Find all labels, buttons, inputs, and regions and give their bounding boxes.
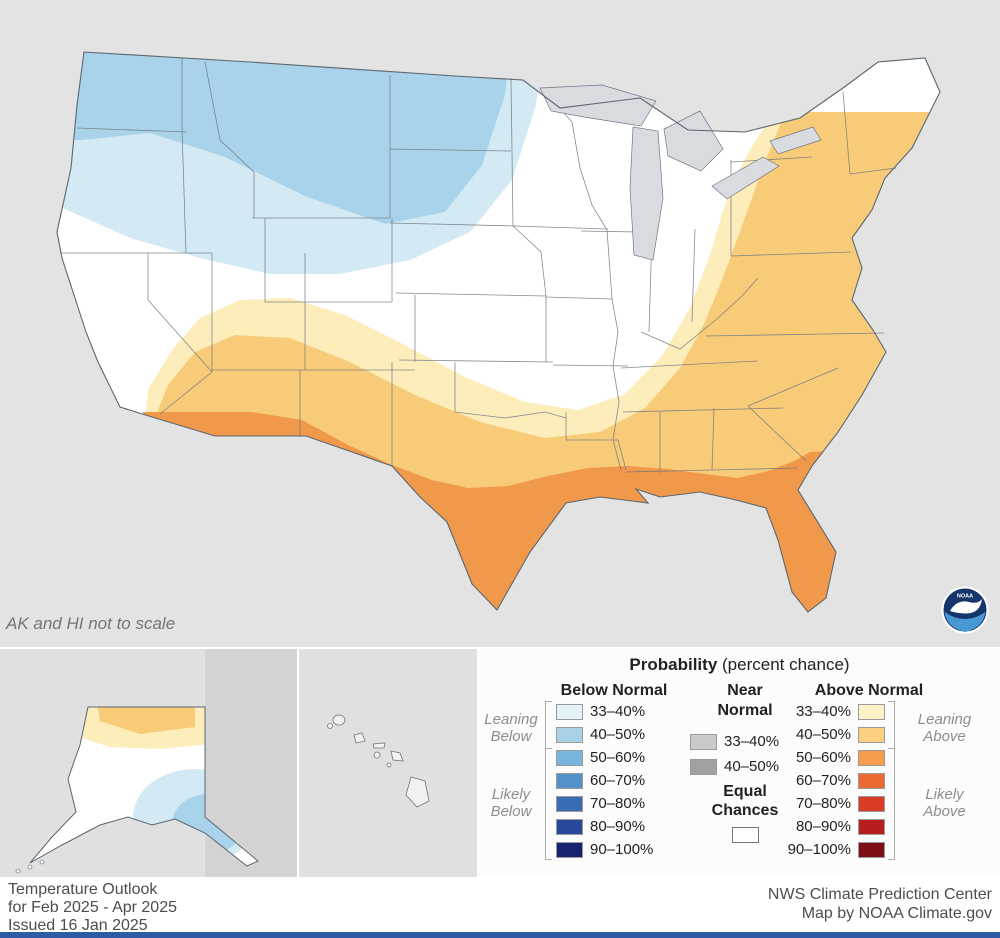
legend-label: 50–60% — [590, 749, 646, 766]
footer-left: Temperature Outlook for Feb 2025 - Apr 2… — [8, 881, 177, 935]
legend-label: 80–90% — [590, 818, 646, 835]
equal-chances-swatch — [732, 827, 759, 843]
legend-swatch — [556, 795, 583, 812]
hawaii-inset-map — [299, 649, 477, 877]
legend-swatch — [556, 749, 583, 766]
legend-title: Probability (percent chance) — [479, 655, 1000, 675]
legend-swatch — [858, 795, 885, 812]
conus-map-svg — [56, 51, 941, 613]
legend-swatch — [858, 818, 885, 835]
noaa-logo: NOAA — [941, 586, 989, 634]
legend-label: 90–100% — [590, 841, 654, 858]
hawaii-islands — [327, 714, 430, 808]
legend-label: 80–90% — [795, 818, 851, 835]
near-normal-header: Near Normal — [717, 682, 773, 719]
legend-row: 80–90% — [556, 818, 645, 835]
leaning-above-bracket — [888, 701, 895, 749]
legend-row: 50–60% — [779, 749, 885, 766]
below-normal-header: Below Normal — [560, 682, 668, 699]
legend-swatch — [556, 703, 583, 720]
legend-swatch — [858, 703, 885, 720]
noaa-logo-icon: NOAA — [941, 586, 989, 634]
leaning-below-bracket — [545, 701, 552, 749]
great-lakes — [539, 84, 822, 261]
footer-credit: Map by NOAA Climate.gov — [801, 905, 992, 922]
legend-row: 40–50% — [556, 726, 645, 743]
legend-swatch — [858, 841, 885, 858]
legend-row: 60–70% — [556, 772, 645, 789]
legend-label: 60–70% — [590, 772, 646, 789]
likely-above-bracket — [888, 748, 895, 860]
legend-panel: Probability (percent chance) Below Norma… — [479, 649, 1000, 877]
legend-row: 50–60% — [556, 749, 645, 766]
footer-source: NWS Climate Prediction Center — [767, 886, 992, 903]
legend-swatch — [556, 772, 583, 789]
legend-swatch — [858, 772, 885, 789]
leaning-above-label: Leaning Above — [917, 711, 972, 745]
leaning-below-label: Leaning Below — [484, 711, 538, 745]
legend-title-rest: (percent chance) — [717, 655, 850, 674]
legend-row: 33–40% — [779, 703, 885, 720]
legend-row: 70–80% — [779, 795, 885, 812]
bottom-accent-bar — [0, 932, 1000, 938]
main-map — [0, 0, 1000, 647]
legend-row: 40–50% — [779, 726, 885, 743]
legend-title-bold: Probability — [629, 655, 718, 674]
aleutian-islands — [15, 859, 45, 874]
noaa-logo-text: NOAA — [957, 594, 973, 600]
legend-row: 60–70% — [779, 772, 885, 789]
footer-issued: Issued 16 Jan 2025 — [8, 917, 148, 934]
likely-below-bracket — [545, 748, 552, 860]
legend-swatch — [690, 733, 717, 750]
hawaii-map-svg — [299, 649, 477, 877]
below-normal-40-50-region — [57, 52, 512, 224]
footer-period: for Feb 2025 - Apr 2025 — [8, 899, 177, 916]
legend-swatch — [858, 749, 885, 766]
footer-right: NWS Climate Prediction Center Map by NOA… — [768, 885, 992, 923]
legend-swatch — [858, 726, 885, 743]
legend-label: 50–60% — [795, 749, 851, 766]
legend-label: 33–40% — [590, 703, 646, 720]
above-normal-header: Above Normal — [814, 682, 924, 699]
ak-above-40-50 — [95, 707, 195, 734]
legend-row: 70–80% — [556, 795, 645, 812]
legend-row: 33–40% — [556, 703, 645, 720]
legend-swatch — [556, 841, 583, 858]
likely-below-label: Likely Below — [490, 786, 532, 820]
state-borders — [60, 58, 897, 473]
alaska-map-svg — [0, 649, 297, 877]
legend-label: 40–50% — [724, 758, 780, 775]
legend-swatch — [556, 818, 583, 835]
us-outline — [56, 51, 941, 613]
legend-swatch — [556, 726, 583, 743]
legend-row: 90–100% — [556, 841, 653, 858]
likely-above-label: Likely Above — [923, 786, 966, 820]
legend-label: 70–80% — [795, 795, 851, 812]
legend-label: 33–40% — [724, 733, 780, 750]
footer-title: Temperature Outlook — [8, 881, 158, 898]
legend-label: 33–40% — [795, 703, 851, 720]
legend-row: 33–40% — [690, 733, 779, 750]
legend-row: 90–100% — [779, 841, 885, 858]
alaska-inset-map — [0, 649, 297, 877]
legend-label: 70–80% — [590, 795, 646, 812]
legend-row: 80–90% — [779, 818, 885, 835]
footer: Temperature Outlook for Feb 2025 - Apr 2… — [0, 877, 1000, 935]
legend-label: 60–70% — [795, 772, 851, 789]
legend-label: 90–100% — [787, 841, 851, 858]
legend-label: 40–50% — [795, 726, 851, 743]
legend-label: 40–50% — [590, 726, 646, 743]
legend-swatch — [690, 758, 717, 775]
legend-row: 40–50% — [690, 758, 779, 775]
alaska-outline — [29, 706, 259, 867]
scale-note: AK and HI not to scale — [6, 614, 176, 633]
equal-chances-header: Equal Chances — [711, 783, 779, 819]
